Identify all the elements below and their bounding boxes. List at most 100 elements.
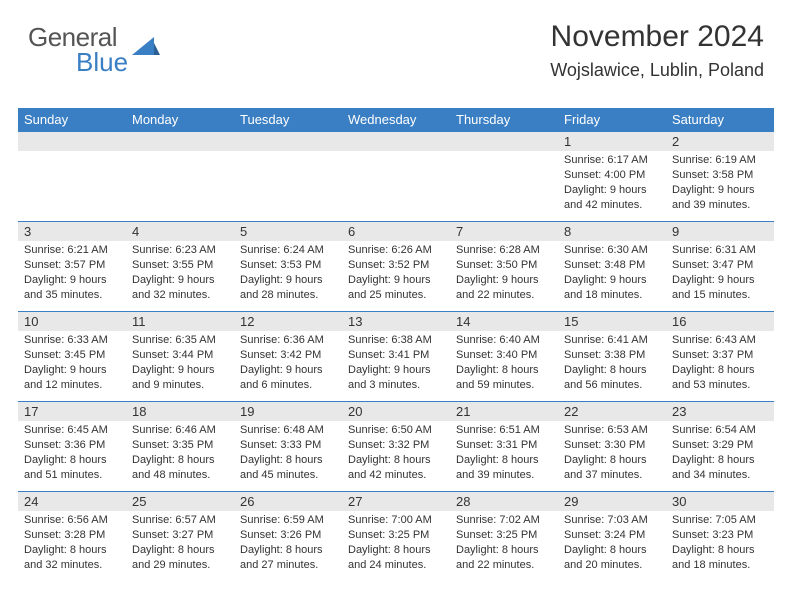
day-number: 2 [666,132,774,151]
day-number: 16 [666,312,774,331]
day-data: Sunrise: 6:17 AMSunset: 4:00 PMDaylight:… [558,151,666,214]
day-number: 19 [234,402,342,421]
calendar-cell: 9Sunrise: 6:31 AMSunset: 3:47 PMDaylight… [666,222,774,312]
day-number: 25 [126,492,234,511]
day-header: Sunday [18,108,126,132]
day-number: 4 [126,222,234,241]
day-data: Sunrise: 6:59 AMSunset: 3:26 PMDaylight:… [234,511,342,574]
calendar-cell: 2Sunrise: 6:19 AMSunset: 3:58 PMDaylight… [666,132,774,222]
day-data: Sunrise: 6:19 AMSunset: 3:58 PMDaylight:… [666,151,774,214]
day-number: 14 [450,312,558,331]
day-data: Sunrise: 6:53 AMSunset: 3:30 PMDaylight:… [558,421,666,484]
day-number: 12 [234,312,342,331]
calendar-cell: 25Sunrise: 6:57 AMSunset: 3:27 PMDayligh… [126,492,234,582]
day-data: Sunrise: 6:23 AMSunset: 3:55 PMDaylight:… [126,241,234,304]
day-data: Sunrise: 6:26 AMSunset: 3:52 PMDaylight:… [342,241,450,304]
header: November 2024 Wojslawice, Lublin, Poland [550,20,764,81]
logo-word2: Blue [76,47,128,78]
calendar-row: 10Sunrise: 6:33 AMSunset: 3:45 PMDayligh… [18,312,774,402]
calendar-row: 24Sunrise: 6:56 AMSunset: 3:28 PMDayligh… [18,492,774,582]
day-number: 5 [234,222,342,241]
calendar-cell: 10Sunrise: 6:33 AMSunset: 3:45 PMDayligh… [18,312,126,402]
calendar-cell [126,132,234,222]
day-data: Sunrise: 6:40 AMSunset: 3:40 PMDaylight:… [450,331,558,394]
calendar-cell: 13Sunrise: 6:38 AMSunset: 3:41 PMDayligh… [342,312,450,402]
calendar-cell: 5Sunrise: 6:24 AMSunset: 3:53 PMDaylight… [234,222,342,312]
day-data: Sunrise: 7:02 AMSunset: 3:25 PMDaylight:… [450,511,558,574]
calendar-row: 17Sunrise: 6:45 AMSunset: 3:36 PMDayligh… [18,402,774,492]
day-number: 30 [666,492,774,511]
calendar-cell: 11Sunrise: 6:35 AMSunset: 3:44 PMDayligh… [126,312,234,402]
day-number: 11 [126,312,234,331]
empty-day [342,132,450,151]
day-data: Sunrise: 7:05 AMSunset: 3:23 PMDaylight:… [666,511,774,574]
day-number: 28 [450,492,558,511]
day-data: Sunrise: 6:35 AMSunset: 3:44 PMDaylight:… [126,331,234,394]
calendar-cell: 26Sunrise: 6:59 AMSunset: 3:26 PMDayligh… [234,492,342,582]
day-number: 17 [18,402,126,421]
calendar-cell: 16Sunrise: 6:43 AMSunset: 3:37 PMDayligh… [666,312,774,402]
day-data: Sunrise: 6:43 AMSunset: 3:37 PMDaylight:… [666,331,774,394]
calendar-cell [342,132,450,222]
day-number: 9 [666,222,774,241]
day-data: Sunrise: 6:54 AMSunset: 3:29 PMDaylight:… [666,421,774,484]
calendar-cell: 15Sunrise: 6:41 AMSunset: 3:38 PMDayligh… [558,312,666,402]
empty-day [450,132,558,151]
calendar-row: 3Sunrise: 6:21 AMSunset: 3:57 PMDaylight… [18,222,774,312]
day-number: 26 [234,492,342,511]
day-header: Monday [126,108,234,132]
day-header: Thursday [450,108,558,132]
calendar-cell: 19Sunrise: 6:48 AMSunset: 3:33 PMDayligh… [234,402,342,492]
day-number: 21 [450,402,558,421]
day-data: Sunrise: 6:21 AMSunset: 3:57 PMDaylight:… [18,241,126,304]
day-number: 24 [18,492,126,511]
logo-triangle-icon [132,35,160,64]
day-number: 6 [342,222,450,241]
calendar-cell: 4Sunrise: 6:23 AMSunset: 3:55 PMDaylight… [126,222,234,312]
day-data: Sunrise: 6:38 AMSunset: 3:41 PMDaylight:… [342,331,450,394]
day-header: Wednesday [342,108,450,132]
day-number: 23 [666,402,774,421]
calendar-cell: 30Sunrise: 7:05 AMSunset: 3:23 PMDayligh… [666,492,774,582]
day-header: Tuesday [234,108,342,132]
calendar-row: 1Sunrise: 6:17 AMSunset: 4:00 PMDaylight… [18,132,774,222]
day-data: Sunrise: 6:24 AMSunset: 3:53 PMDaylight:… [234,241,342,304]
calendar-cell: 6Sunrise: 6:26 AMSunset: 3:52 PMDaylight… [342,222,450,312]
calendar-cell: 21Sunrise: 6:51 AMSunset: 3:31 PMDayligh… [450,402,558,492]
calendar-cell: 1Sunrise: 6:17 AMSunset: 4:00 PMDaylight… [558,132,666,222]
day-data: Sunrise: 7:00 AMSunset: 3:25 PMDaylight:… [342,511,450,574]
day-number: 15 [558,312,666,331]
day-number: 1 [558,132,666,151]
day-number: 13 [342,312,450,331]
calendar-cell: 23Sunrise: 6:54 AMSunset: 3:29 PMDayligh… [666,402,774,492]
day-number: 20 [342,402,450,421]
calendar-cell: 20Sunrise: 6:50 AMSunset: 3:32 PMDayligh… [342,402,450,492]
day-number: 10 [18,312,126,331]
day-number: 18 [126,402,234,421]
day-data: Sunrise: 7:03 AMSunset: 3:24 PMDaylight:… [558,511,666,574]
day-number: 29 [558,492,666,511]
day-data: Sunrise: 6:56 AMSunset: 3:28 PMDaylight:… [18,511,126,574]
calendar-cell [234,132,342,222]
day-number: 8 [558,222,666,241]
day-data: Sunrise: 6:50 AMSunset: 3:32 PMDaylight:… [342,421,450,484]
calendar-body: 1Sunrise: 6:17 AMSunset: 4:00 PMDaylight… [18,132,774,582]
calendar-cell: 8Sunrise: 6:30 AMSunset: 3:48 PMDaylight… [558,222,666,312]
calendar-cell [18,132,126,222]
day-number: 27 [342,492,450,511]
day-number: 22 [558,402,666,421]
calendar-cell: 7Sunrise: 6:28 AMSunset: 3:50 PMDaylight… [450,222,558,312]
day-data: Sunrise: 6:31 AMSunset: 3:47 PMDaylight:… [666,241,774,304]
calendar-cell: 18Sunrise: 6:46 AMSunset: 3:35 PMDayligh… [126,402,234,492]
day-header: Saturday [666,108,774,132]
calendar-cell: 24Sunrise: 6:56 AMSunset: 3:28 PMDayligh… [18,492,126,582]
logo: General Blue [28,22,160,78]
day-data: Sunrise: 6:46 AMSunset: 3:35 PMDaylight:… [126,421,234,484]
day-header: Friday [558,108,666,132]
calendar-cell: 28Sunrise: 7:02 AMSunset: 3:25 PMDayligh… [450,492,558,582]
day-data: Sunrise: 6:51 AMSunset: 3:31 PMDaylight:… [450,421,558,484]
location: Wojslawice, Lublin, Poland [550,60,764,81]
calendar-cell: 22Sunrise: 6:53 AMSunset: 3:30 PMDayligh… [558,402,666,492]
day-data: Sunrise: 6:45 AMSunset: 3:36 PMDaylight:… [18,421,126,484]
calendar-cell: 27Sunrise: 7:00 AMSunset: 3:25 PMDayligh… [342,492,450,582]
